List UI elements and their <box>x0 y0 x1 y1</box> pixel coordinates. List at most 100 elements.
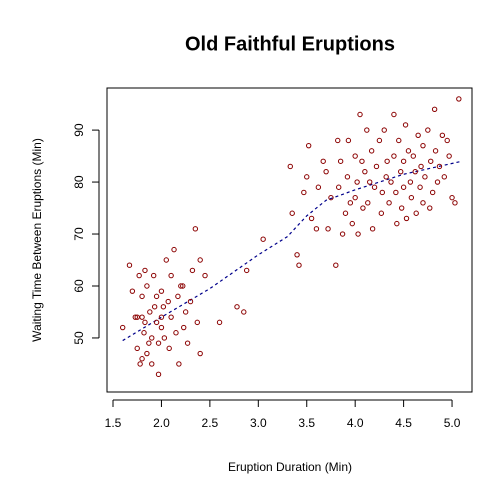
data-point <box>155 340 162 346</box>
data-point <box>325 226 331 232</box>
data-point <box>336 184 342 190</box>
data-point <box>398 168 404 175</box>
data-point <box>381 127 387 133</box>
data-point <box>441 174 447 180</box>
smooth-line <box>122 160 462 342</box>
data-point <box>119 324 126 331</box>
data-point <box>150 272 157 279</box>
data-point <box>379 189 385 196</box>
data-point <box>394 220 400 227</box>
data-point <box>434 179 441 185</box>
data-point <box>136 272 142 279</box>
data-point <box>342 210 349 216</box>
data-point <box>165 298 171 305</box>
x-tick-label: 4.5 <box>395 416 412 430</box>
data-point <box>308 215 315 222</box>
data-point <box>371 184 378 190</box>
data-point <box>386 200 392 206</box>
data-point <box>160 304 167 310</box>
data-point <box>315 184 322 190</box>
x-tick-label: 3.0 <box>250 416 267 430</box>
data-point <box>365 200 371 206</box>
x-axis-label: Eruption Duration (Min) <box>228 460 352 474</box>
data-point <box>305 142 312 149</box>
data-point <box>420 200 426 206</box>
data-point <box>391 111 397 118</box>
data-point <box>181 324 187 331</box>
data-point <box>420 142 426 149</box>
data-point <box>407 179 414 185</box>
data-point <box>373 163 380 170</box>
y-tick-label: 60 <box>72 279 86 293</box>
data-point <box>384 158 390 164</box>
y-tick-label: 80 <box>72 175 86 189</box>
data-point <box>347 200 354 206</box>
data-point <box>194 319 200 326</box>
data-point <box>339 231 346 237</box>
data-point <box>364 127 370 133</box>
data-point <box>166 345 172 352</box>
data-point <box>352 153 358 159</box>
data-point <box>345 137 352 144</box>
x-tick-label: 5.0 <box>444 416 461 430</box>
data-point <box>449 194 455 201</box>
data-point <box>182 309 189 315</box>
data-point <box>354 179 360 185</box>
data-point <box>408 194 415 201</box>
data-point <box>313 226 320 232</box>
data-point <box>147 309 153 315</box>
data-point <box>367 179 373 185</box>
x-tick-label: 3.5 <box>298 416 315 430</box>
data-point <box>415 132 421 138</box>
data-point <box>388 179 394 185</box>
data-point <box>216 319 223 326</box>
data-point <box>144 283 150 289</box>
data-point <box>139 314 145 320</box>
data-point <box>432 148 439 154</box>
data-point <box>383 174 389 180</box>
data-point <box>328 194 334 201</box>
data-point <box>301 189 307 196</box>
data-point <box>368 148 375 154</box>
data-point <box>289 210 295 216</box>
data-point <box>436 163 443 170</box>
data-point <box>362 168 368 175</box>
data-point <box>151 304 158 310</box>
data-point <box>344 174 351 180</box>
data-point <box>189 267 196 274</box>
data-point <box>428 158 434 164</box>
data-point <box>357 111 363 118</box>
data-point <box>146 340 152 346</box>
x-tick-label: 2.5 <box>202 416 219 430</box>
data-point <box>359 158 365 164</box>
data-point <box>260 236 266 242</box>
data-point <box>180 283 186 289</box>
data-point <box>427 205 433 211</box>
data-point <box>439 132 446 138</box>
data-point <box>294 252 300 258</box>
data-point <box>142 267 148 274</box>
data-point <box>163 257 169 263</box>
data-point <box>378 210 385 216</box>
data-point <box>296 262 302 268</box>
data-point <box>132 314 138 320</box>
data-point <box>153 319 160 326</box>
data-point <box>234 304 240 310</box>
data-point <box>413 210 419 216</box>
data-point <box>153 293 160 300</box>
data-point <box>418 163 424 170</box>
data-point <box>320 158 326 164</box>
data-point <box>393 189 399 196</box>
data-point <box>187 298 194 305</box>
data-point <box>376 137 383 144</box>
data-point <box>391 153 397 159</box>
data-point <box>405 148 412 154</box>
data-point <box>398 205 405 211</box>
data-point <box>452 200 458 206</box>
data-point <box>197 257 203 263</box>
data-point <box>158 314 165 320</box>
data-point <box>144 350 150 357</box>
data-point <box>168 314 174 320</box>
chart-title: Old Faithful Eruptions <box>185 33 395 55</box>
data-point <box>400 184 407 190</box>
